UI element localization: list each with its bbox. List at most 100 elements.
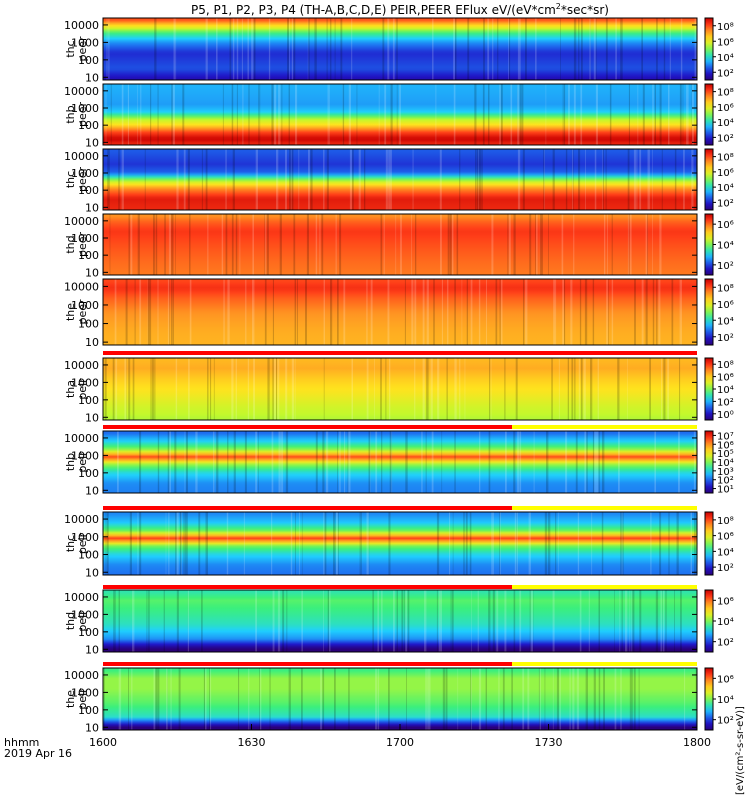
colorbar-tick-label: 10⁶ (717, 168, 734, 179)
y-tick-label: 10000 (64, 280, 99, 293)
spectrogram-image (103, 149, 697, 210)
spectrogram-texture (103, 214, 662, 275)
spectrogram-panel: 10 100 1000 10000 thd peir 10⁶ 10⁴ 10² (64, 589, 734, 656)
colorbar-tick-label: 10⁴ (717, 458, 734, 469)
y-axis-label: peer (76, 167, 89, 193)
x-tick-label: 1600 (89, 736, 117, 749)
spectrogram-image (103, 358, 697, 420)
spectrogram-image (103, 84, 697, 145)
status-bar-segment (512, 425, 697, 429)
y-tick-label: 1000 (71, 376, 99, 389)
time-axis: hhmm 2019 Apr 16 1600 1630 1700 1730 1800 (4, 724, 711, 760)
x-tick-label: 1730 (535, 736, 563, 749)
spectrogram-texture (114, 279, 682, 345)
y-axis-label: peir (76, 378, 89, 400)
y-tick-label: 1000 (71, 232, 99, 245)
spectrogram-texture (105, 84, 694, 145)
colorbar-tick-label: 10⁶ (717, 37, 734, 48)
spectrogram-panel: 10 100 1000 10000 thc peir 10⁸ 10⁶ 10⁴ 10² (64, 511, 734, 579)
y-tick-label: 10 (85, 201, 99, 214)
colorbar-tick-label: 10² (717, 563, 734, 574)
colorbar-tick-label: 10⁸ (717, 153, 734, 164)
y-tick-label: 100 (78, 626, 99, 639)
panel-frame (102, 148, 698, 211)
colorbar-tick-label: 10⁶ (717, 373, 734, 384)
y-tick-label: 10 (85, 484, 99, 497)
colorbar-tick-label: 10⁸ (717, 283, 734, 294)
colorbar (704, 17, 714, 81)
spectrogram-texture (113, 590, 682, 652)
colorbar-tick-label: 10² (717, 198, 734, 209)
y-tick-label: 1000 (71, 449, 99, 462)
y-tick-label: 10 (85, 336, 99, 349)
y-axis-label: thd (64, 235, 77, 253)
spectrogram-image (103, 214, 697, 275)
y-tick-label: 10000 (64, 85, 99, 98)
y-tick-label: 1000 (71, 167, 99, 180)
colorbar-tick-label: 10⁶ (717, 532, 734, 543)
y-tick-label: 100 (78, 184, 99, 197)
spectrogram-texture (106, 18, 697, 80)
y-tick-label: 1000 (71, 608, 99, 621)
y-axis-label: peir (76, 451, 89, 473)
colorbar-tick-label: 10⁴ (717, 617, 734, 628)
y-tick-label: 10000 (64, 215, 99, 228)
x-axis-label-date: 2019 Apr 16 (4, 747, 72, 760)
status-bar-segment (512, 662, 697, 666)
y-tick-label: 10000 (64, 150, 99, 163)
y-axis-label: thd (64, 612, 77, 630)
y-tick-label: 10 (85, 643, 99, 656)
spectrogram-panel: 10 100 1000 10000 the peer 10⁸ 10⁶ 10⁴ 10² (64, 278, 734, 349)
colorbar-tick-label: 10⁶ (717, 674, 734, 685)
colorbar-tick-label: 10⁸ (717, 88, 734, 99)
y-tick-label: 1000 (71, 531, 99, 544)
spectrogram-image (103, 279, 697, 345)
colorbar (704, 278, 714, 346)
y-axis-label: thb (64, 105, 77, 123)
colorbar-tick-label: 10² (717, 133, 734, 144)
y-tick-label: 100 (78, 394, 99, 407)
y-tick-label: 10 (85, 721, 99, 734)
colorbar-tick-label: 10¹ (717, 485, 734, 496)
y-tick-label: 100 (78, 318, 99, 331)
colorbar-tick-label: 10⁸ (717, 360, 734, 371)
status-bar-segment (512, 585, 697, 589)
y-axis-label: tha (64, 380, 77, 398)
y-tick-label: 10 (85, 136, 99, 149)
chart-title: P5, P1, P2, P3, P4 (TH-A,B,C,D,E) PEIR,P… (191, 2, 609, 17)
y-axis-label: peer (76, 299, 89, 325)
y-tick-label: 10 (85, 71, 99, 84)
colorbar-tick-label: 10⁰ (717, 410, 734, 421)
colorbar-tick-label: 10⁴ (717, 241, 734, 252)
y-axis-label: thc (64, 535, 77, 552)
y-tick-label: 10 (85, 411, 99, 424)
status-bar-segment (103, 425, 512, 429)
status-bar-segment (103, 662, 512, 666)
colorbar-tick-label: 10² (717, 716, 734, 727)
y-tick-label: 10000 (64, 432, 99, 445)
spectrogram-texture (107, 149, 698, 210)
spectrogram-panel: 10 100 1000 10000 thc peer 10⁸ 10⁶ 10⁴ 10² (64, 17, 734, 84)
panel-frame (102, 17, 698, 81)
spectrogram-panel: 10 100 1000 10000 thb peer 10⁸ 10⁶ 10⁴ 10² (64, 83, 734, 149)
y-tick-label: 100 (78, 119, 99, 132)
y-axis-label: the (64, 690, 77, 708)
panel-frame (102, 213, 698, 276)
colorbar-tick-label: 10⁶ (717, 440, 734, 451)
status-bar-segment (512, 506, 697, 510)
colorbar-tick-label: 10⁴ (717, 316, 734, 327)
y-tick-label: 100 (78, 54, 99, 67)
colorbar (704, 83, 714, 146)
status-bar-segment (103, 585, 512, 589)
x-axis-label-hhmm: hhmm (4, 736, 39, 749)
colorbar-tick-label: 10³ (717, 467, 734, 478)
colorbar (704, 430, 714, 494)
x-tick-label: 1700 (386, 736, 414, 749)
y-tick-label: 100 (78, 704, 99, 717)
panel-frame (102, 430, 698, 494)
colorbar-tick-label: 10⁶ (717, 220, 734, 231)
colorbar-tick-label: 10⁴ (717, 695, 734, 706)
y-axis-label: peir (76, 532, 89, 554)
y-tick-label: 10000 (64, 591, 99, 604)
